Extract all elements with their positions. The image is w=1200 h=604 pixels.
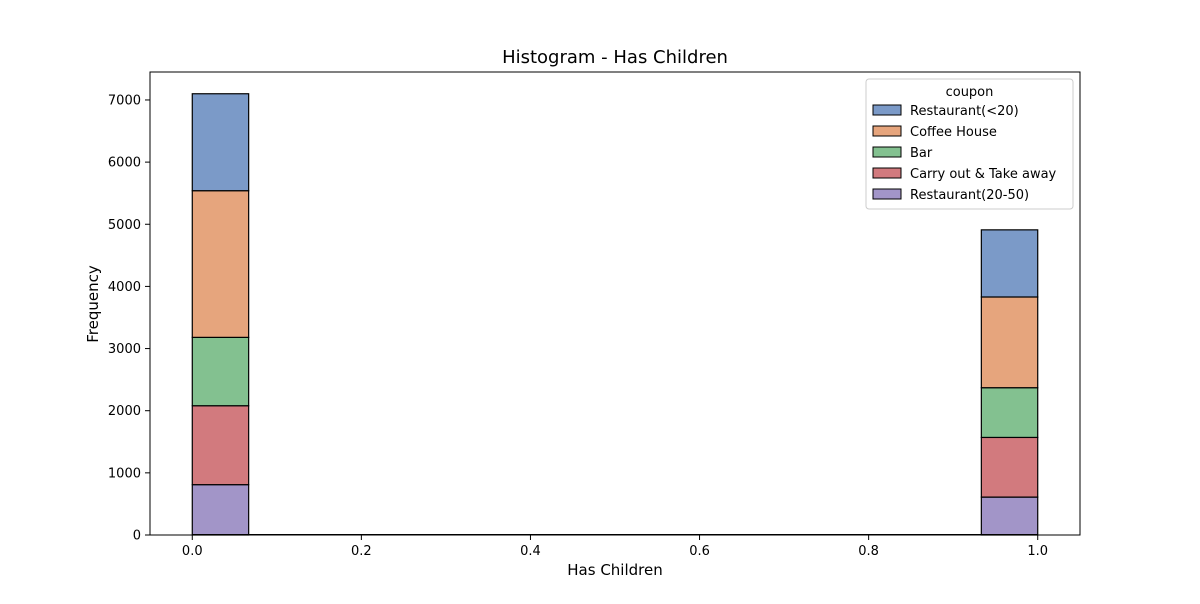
y-tick-label: 4000: [108, 280, 141, 295]
y-tick-label: 7000: [108, 93, 141, 108]
x-axis-title: Has Children: [567, 561, 662, 579]
legend-swatch: [872, 125, 902, 137]
y-tick-label: 5000: [108, 218, 141, 233]
legend-label: Restaurant(20-50): [910, 188, 1029, 203]
bar-segment-bar-x0: [191, 336, 250, 407]
axes-layer: 0.0 0.2 0.4 0.6 0.8 1.0 0 1000 2000 3000 4000 5000 6…: [108, 71, 1081, 559]
legend-swatch: [872, 188, 902, 200]
bar-segment-restaurant-20--x1: [980, 229, 1039, 298]
legend-label: Bar: [910, 146, 933, 161]
plot-frame: [149, 71, 1081, 536]
bar-segment-coffee-house-x1: [980, 296, 1039, 389]
y-tick-label: 1000: [108, 466, 141, 481]
bars-layer: [191, 93, 1039, 536]
legend-title: coupon: [946, 85, 994, 100]
x-tick-label: 0.8: [858, 544, 879, 559]
chart-title: Histogram - Has Children: [502, 47, 728, 68]
x-tick-label: 0.4: [520, 544, 541, 559]
x-tick-label: 0.0: [182, 544, 203, 559]
legend: coupon Restaurant(<20) Coffee House Bar Carr…: [865, 78, 1074, 210]
bar-segment-carry-out-take-away-x0: [191, 405, 250, 486]
legend-label: Carry out & Take away: [910, 167, 1057, 182]
bar-segment-restaurant-20-50--x0: [191, 484, 250, 536]
x-tick-label: 0.2: [351, 544, 372, 559]
x-tick-label: 1.0: [1027, 544, 1048, 559]
bar-segment-carry-out-take-away-x1: [980, 436, 1039, 498]
y-axis-title: Frequency: [84, 265, 102, 343]
legend-box: [865, 78, 1074, 210]
legend-label: Coffee House: [910, 125, 997, 140]
bar-segment-bar-x1: [980, 387, 1039, 439]
legend-label: Restaurant(<20): [910, 104, 1019, 119]
legend-swatch: [872, 167, 902, 179]
y-tick-label: 3000: [108, 342, 141, 357]
legend-swatch: [872, 104, 902, 116]
y-tick-label: 6000: [108, 156, 141, 171]
y-tick-label: 2000: [108, 404, 141, 419]
x-tick-label: 0.6: [689, 544, 710, 559]
bar-segment-restaurant-20-50--x1: [980, 496, 1039, 536]
bar-segment-restaurant-20--x0: [191, 93, 250, 192]
bar-segment-coffee-house-x0: [191, 190, 250, 338]
y-tick-label: 0: [133, 529, 141, 544]
legend-swatch: [872, 146, 902, 158]
